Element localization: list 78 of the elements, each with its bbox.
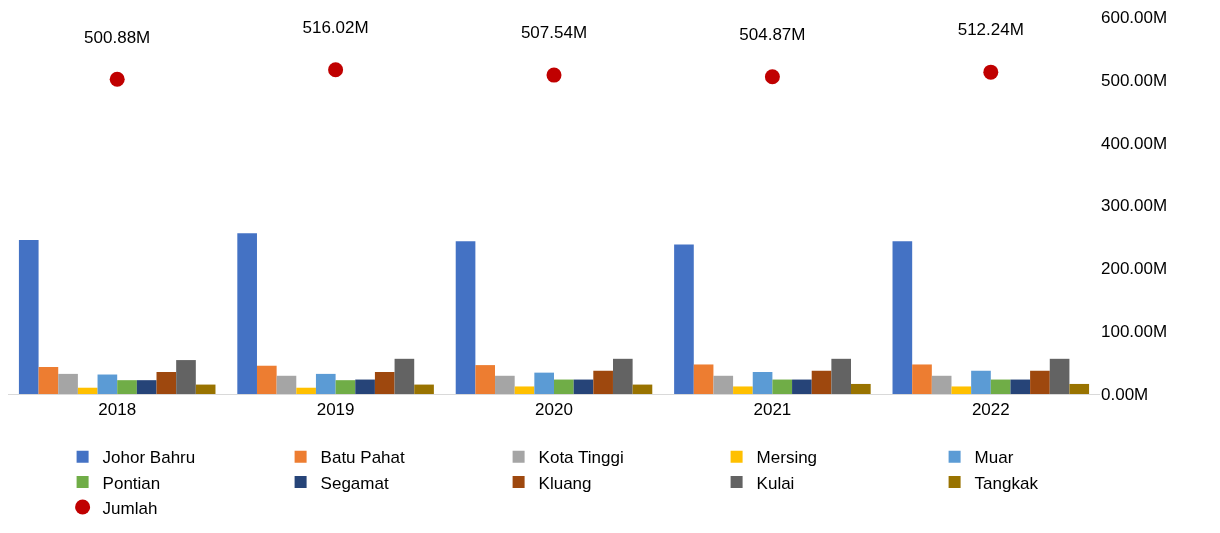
bar [693,364,714,394]
bar [394,358,415,394]
legend-label: Kluang [538,473,592,493]
x-tick-label: 2021 [753,400,792,420]
bar [831,358,852,394]
legend-label: Kulai [756,473,795,493]
bar [851,383,871,394]
x-tick-label: 2019 [316,400,355,420]
bar [455,241,476,394]
bar [195,384,216,394]
data-label: 504.87M [739,25,806,45]
bar [752,372,773,394]
bar [912,364,932,394]
y-tick-label: 400.00M [1101,133,1168,153]
y-tick-label: 0.00M [1101,384,1149,404]
bar [18,240,39,394]
bar [237,233,257,394]
bar [792,379,812,394]
legend-label: Batu Pahat [320,448,405,468]
bar [674,244,694,394]
bar [136,380,157,394]
legend-label: Mersing [756,448,818,468]
bar [38,366,59,394]
legend-label: Johor Bahru [102,448,196,468]
bar [495,375,515,394]
bar [1049,358,1070,394]
bar [931,375,952,394]
bar [733,386,753,394]
x-tick-label: 2020 [535,400,573,420]
y-tick-label: 200.00M [1101,259,1168,279]
bar [632,384,653,394]
data-label: 500.88M [84,27,151,47]
bar [971,370,991,394]
bar [176,360,196,394]
bar [811,370,832,394]
x-tick-label: 2022 [971,400,1010,420]
bar [514,386,535,394]
bar [117,380,137,394]
data-label: 507.54M [520,23,588,43]
y-tick-label: 300.00M [1101,196,1168,216]
legend-label: Tangkak [974,473,1039,493]
legend-label: Pontian [102,473,161,493]
bar [77,387,98,394]
bar [355,379,375,394]
legend-label: Muar [974,448,1014,468]
bar [772,379,793,394]
bar [1069,383,1090,394]
y-tick-label: 100.00M [1101,322,1168,342]
bar [990,379,1011,394]
legend-label: Kota Tinggi [538,448,624,468]
bar [156,372,177,394]
bar [315,373,336,394]
bar [554,379,574,394]
bar [534,372,554,394]
bar [612,358,633,394]
bar [1030,370,1050,394]
bar [276,375,297,394]
bar [713,375,734,394]
bar [256,365,277,394]
legend-label: Segamat [320,473,389,493]
bar [296,387,316,394]
data-label: 516.02M [302,18,369,38]
bar [951,386,972,394]
bar [892,241,913,394]
bar [414,384,434,394]
bar [475,365,496,394]
bar [374,372,395,394]
y-tick-label: 600.00M [1101,7,1168,27]
bar [1010,379,1031,394]
y-tick-label: 500.00M [1101,70,1168,90]
bar [97,374,118,394]
bar [335,380,356,394]
bar [573,379,594,394]
bar [593,370,613,394]
legend-label: Jumlah [102,498,158,518]
x-tick-label: 2018 [98,400,137,420]
bar [58,373,78,394]
data-label: 512.24M [957,20,1024,40]
